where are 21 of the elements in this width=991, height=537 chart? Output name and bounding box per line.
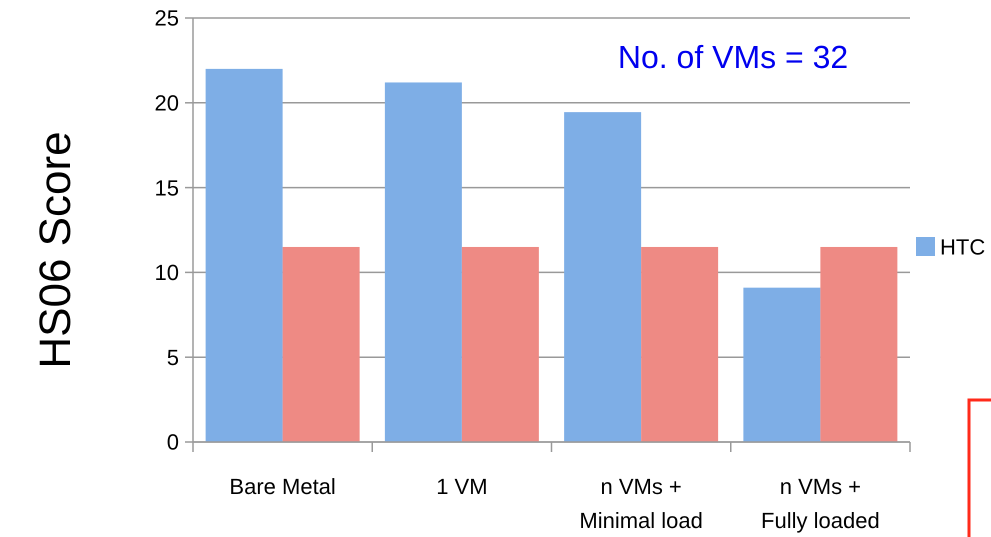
x-tick-label: n VMs + Fully loaded bbox=[761, 474, 880, 533]
y-tick-label: 20 bbox=[154, 90, 179, 116]
bar bbox=[282, 246, 360, 442]
y-tick-label: 10 bbox=[154, 260, 179, 286]
bar bbox=[820, 246, 898, 442]
bar bbox=[206, 68, 283, 442]
x-tick-label: Bare Metal bbox=[229, 474, 336, 499]
y-tick-label: 5 bbox=[166, 344, 179, 370]
legend-label: HTC bbox=[940, 234, 986, 260]
bar bbox=[564, 112, 642, 442]
bar bbox=[641, 246, 718, 442]
bar bbox=[384, 82, 462, 442]
bar bbox=[743, 288, 820, 442]
y-tick-label: 25 bbox=[154, 6, 179, 31]
bar bbox=[462, 246, 539, 442]
y-tick-label: 0 bbox=[166, 430, 179, 455]
x-tick-label: 1 VM bbox=[436, 474, 488, 499]
x-tick-label: n VMs + Minimal load bbox=[579, 474, 703, 533]
y-tick-label: 15 bbox=[154, 175, 179, 200]
y-axis-title: HS06 Score bbox=[31, 131, 80, 369]
annotation: No. of VMs = 32 bbox=[618, 39, 848, 76]
